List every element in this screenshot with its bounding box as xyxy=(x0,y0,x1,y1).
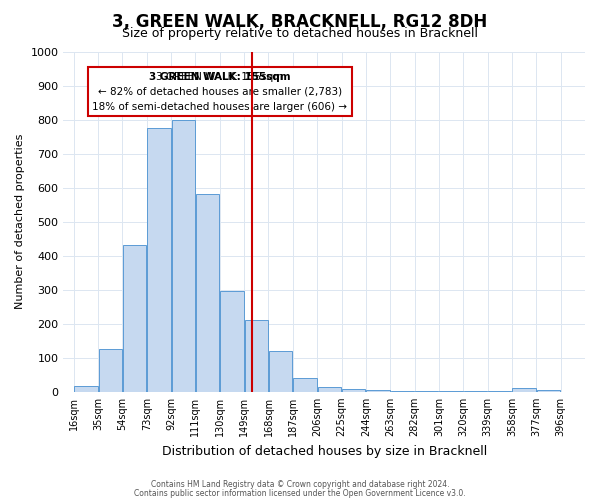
Bar xyxy=(342,389,365,392)
Text: 3 GREEN WALK: 155sqm: 3 GREEN WALK: 155sqm xyxy=(149,72,291,82)
Text: Contains HM Land Registry data © Crown copyright and database right 2024.: Contains HM Land Registry data © Crown c… xyxy=(151,480,449,489)
Bar xyxy=(512,388,536,392)
Bar xyxy=(317,386,341,392)
Bar xyxy=(293,378,317,392)
Text: 3, GREEN WALK, BRACKNELL, RG12 8DH: 3, GREEN WALK, BRACKNELL, RG12 8DH xyxy=(112,12,488,30)
Bar xyxy=(147,128,170,392)
Bar xyxy=(196,194,219,392)
Text: Contains public sector information licensed under the Open Government Licence v3: Contains public sector information licen… xyxy=(134,488,466,498)
Bar xyxy=(367,390,389,392)
Bar xyxy=(172,120,195,392)
Bar xyxy=(415,391,439,392)
Bar xyxy=(74,386,98,392)
Bar xyxy=(98,350,122,392)
Bar xyxy=(123,246,146,392)
Text: Size of property relative to detached houses in Bracknell: Size of property relative to detached ho… xyxy=(122,28,478,40)
X-axis label: Distribution of detached houses by size in Bracknell: Distribution of detached houses by size … xyxy=(161,444,487,458)
Bar xyxy=(269,351,292,392)
Bar xyxy=(245,320,268,392)
Y-axis label: Number of detached properties: Number of detached properties xyxy=(15,134,25,310)
Bar xyxy=(220,292,244,392)
Bar xyxy=(537,390,560,392)
Bar xyxy=(391,391,414,392)
Text: 3 GREEN WALK: 155sqm
← 82% of detached houses are smaller (2,783)
18% of semi-de: 3 GREEN WALK: 155sqm ← 82% of detached h… xyxy=(92,72,347,112)
